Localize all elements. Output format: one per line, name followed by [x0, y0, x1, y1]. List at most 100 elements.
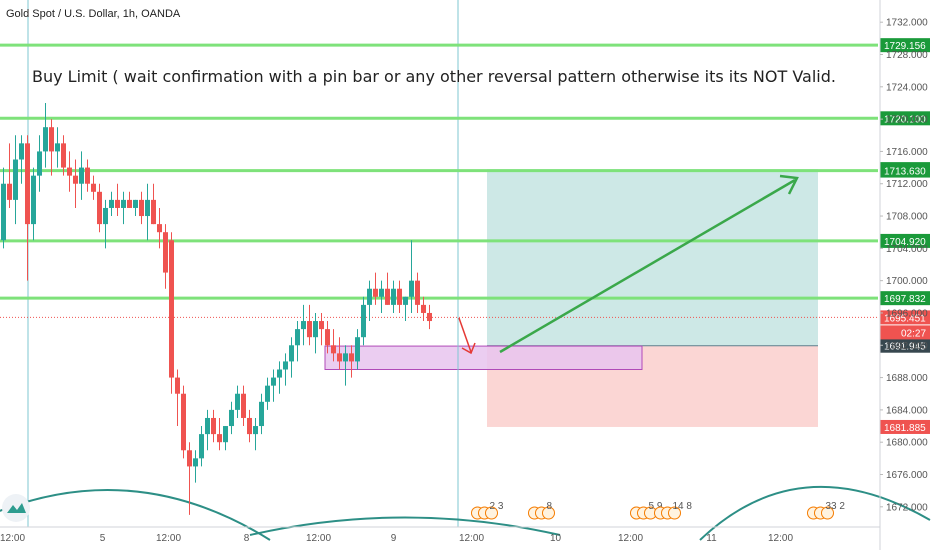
candle-body: [169, 240, 174, 378]
level-price-label-box: [880, 233, 930, 248]
chart-title: Gold Spot / U.S. Dollar, 1h, OANDA: [6, 8, 181, 20]
y-tick-label: 1732.000: [886, 18, 928, 29]
candle-body: [427, 312, 432, 322]
candle-body: [31, 175, 36, 225]
x-tick-label: 11: [706, 533, 717, 544]
candle-body: [331, 345, 336, 354]
entry-arrow-line: [458, 317, 472, 353]
level-price-label: 1720.100: [884, 114, 926, 125]
candle-body: [187, 450, 192, 467]
candle-body: [235, 393, 240, 410]
candle-body: [349, 353, 354, 362]
y-tick-label: 1720.000: [886, 115, 928, 126]
trade-annotation: Buy Limit ( wait confirmation with a pin…: [32, 67, 836, 86]
candle-body: [55, 143, 60, 152]
candle-body: [43, 127, 48, 152]
candle-body: [25, 143, 30, 225]
candle-body: [7, 183, 12, 200]
level-price-label: 1713.630: [884, 167, 926, 178]
x-tick-label: 12:00: [306, 533, 331, 544]
event-badge-count: 33 2: [826, 501, 846, 512]
x-axis: 12:00 5 12:00 8 12:00 9 12:00 10 12:00 11 12:00: [0, 526, 880, 544]
y-tick-label: 1728.000: [886, 50, 928, 61]
candle-body: [223, 426, 228, 443]
event-badge-count: 8: [547, 501, 553, 512]
cycle-arc: [0, 489, 271, 541]
candle-body: [319, 321, 324, 330]
candle-body: [313, 321, 318, 338]
candle-body: [103, 207, 108, 225]
level-price-label: 1695.451: [884, 313, 926, 324]
candle-body: [175, 377, 180, 394]
level-price-label: 1691.945: [884, 342, 926, 353]
x-tick-label: 5: [100, 533, 106, 544]
target-arrow-head: [779, 174, 799, 195]
candle-body: [403, 296, 408, 305]
candle-body: [19, 143, 24, 160]
x-tick-label: 10: [550, 533, 562, 544]
level-price-label-box: [880, 291, 930, 306]
level-price-label: 1681.885: [884, 423, 926, 434]
candle-body: [67, 167, 72, 176]
candle-body: [379, 288, 384, 297]
candle-body: [277, 369, 282, 378]
candle-body: [109, 199, 114, 208]
candle-body: [355, 337, 360, 362]
horizontal-levels[interactable]: 1729.1561720.1001713.8091713.6301704.920…: [0, 38, 930, 434]
candle-body: [301, 321, 306, 330]
arrows: [458, 174, 799, 355]
y-tick-label: 1712.000: [886, 179, 928, 190]
candle-body: [283, 361, 288, 370]
candle-body: [157, 224, 162, 233]
x-tick-label: 9: [391, 533, 397, 544]
candle-body: [79, 167, 84, 184]
candle-body: [265, 385, 270, 402]
y-tick-label: 1704.000: [886, 244, 928, 255]
countdown-label: 02:27: [901, 328, 926, 339]
candle-body: [409, 280, 414, 297]
tradingview-logo[interactable]: [2, 494, 30, 522]
candle-body: [229, 409, 234, 427]
event-badge-count: 14 8: [673, 501, 693, 512]
candle-body: [115, 199, 120, 208]
candle-body: [205, 417, 210, 435]
candle-body: [61, 143, 66, 168]
candle-body: [373, 288, 378, 297]
y-tick-label: 1680.000: [886, 438, 928, 449]
y-tick-label: 1692.000: [886, 341, 928, 352]
candle-body: [259, 401, 264, 427]
candlesticks: [1, 102, 432, 515]
x-tick-label: 12:00: [618, 533, 643, 544]
level-price-label-box: [880, 163, 930, 178]
candle-body: [337, 353, 342, 362]
level-price-label-box: [880, 310, 930, 325]
event-badges[interactable]: 2 3 8 5 9 14 8 33 2: [471, 501, 846, 520]
candle-body: [13, 159, 18, 200]
candle-body: [385, 288, 390, 305]
event-badge-icon: [542, 506, 555, 520]
candle-body: [37, 151, 42, 176]
y-tick-label: 1716.000: [886, 147, 928, 158]
candle-body: [211, 417, 216, 435]
y-axis: 1672.000 1676.000 1680.000 1684.000 1688.000…: [879, 0, 928, 550]
candle-body: [289, 345, 294, 362]
candle-body: [139, 199, 144, 217]
x-tick-label: 12:00: [156, 533, 181, 544]
entry-zone-rect: [324, 345, 643, 371]
candle-body: [253, 426, 258, 435]
candle-body: [391, 288, 396, 305]
cycle-arc: [699, 486, 931, 541]
candle-body: [241, 393, 246, 418]
candle-body: [271, 377, 276, 386]
candle-body: [181, 393, 186, 451]
candle-body: [217, 434, 222, 443]
y-tick-label: 1696.000: [886, 308, 928, 319]
candle-body: [307, 321, 312, 338]
candle-body: [127, 199, 132, 208]
candle-body: [295, 329, 300, 346]
candle-body: [85, 167, 90, 184]
entry-arrow-head: [461, 342, 476, 355]
candle-body: [367, 288, 372, 305]
level-price-label-box: [880, 419, 930, 434]
